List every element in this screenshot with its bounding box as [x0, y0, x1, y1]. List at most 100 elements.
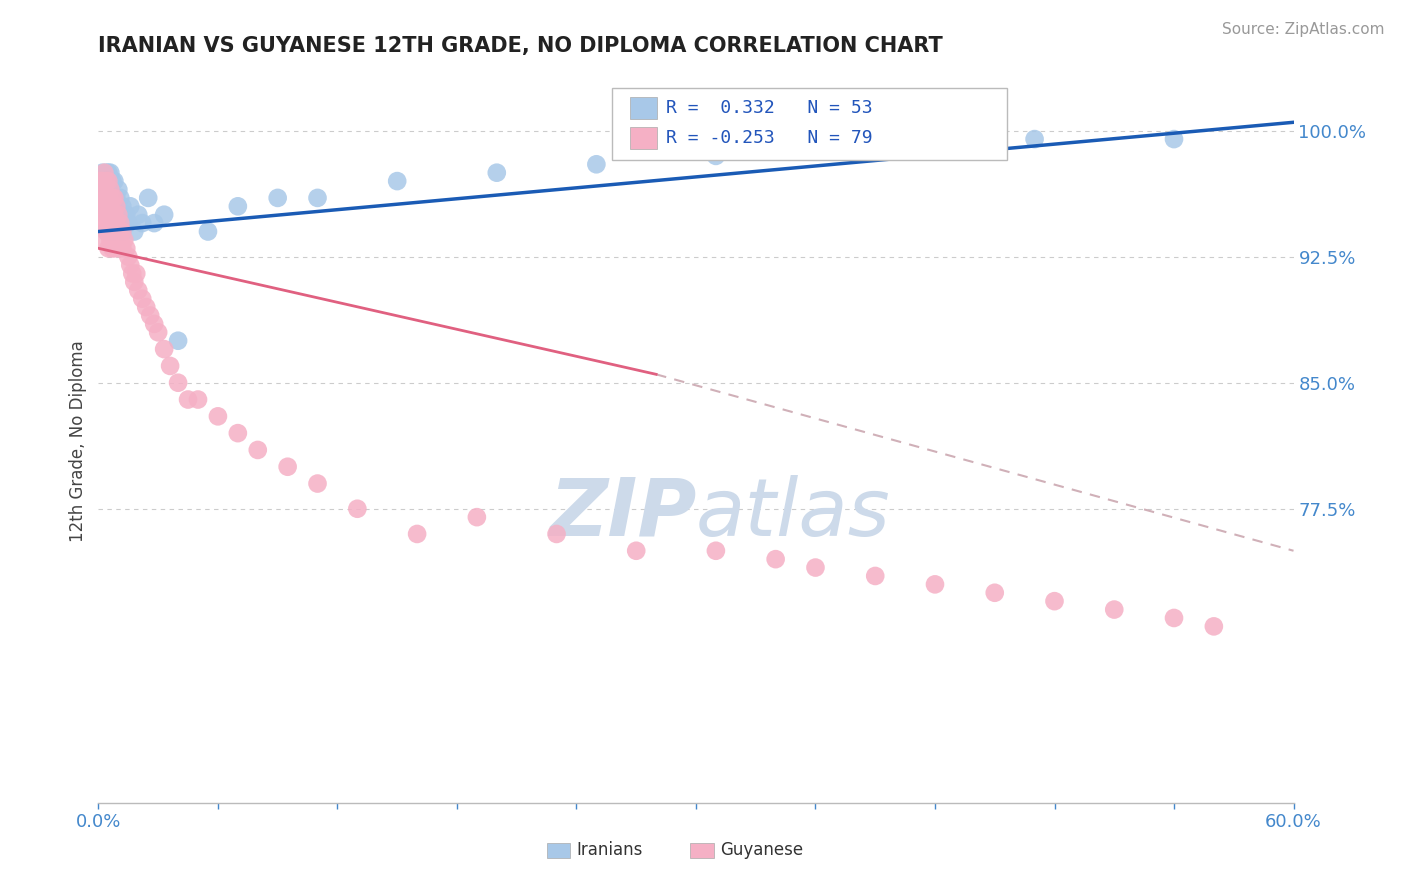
Point [101, 241, 124, 255]
Point [96, 191, 118, 205]
Point [125, 267, 148, 281]
Point [107, 225, 129, 239]
Point [105, 216, 128, 230]
Point [197, 225, 219, 239]
Point [89, 174, 111, 188]
Point [103, 208, 125, 222]
Point [207, 409, 229, 424]
Point [98, 216, 122, 230]
Point [115, 208, 138, 222]
Point [177, 392, 200, 407]
Point [120, 258, 142, 272]
Point [98, 166, 122, 180]
Point [97, 225, 120, 239]
Point [153, 208, 176, 222]
FancyBboxPatch shape [547, 843, 571, 858]
Point [153, 342, 176, 356]
Point [267, 191, 290, 205]
Point [91, 191, 114, 205]
Point [924, 577, 946, 591]
Point [101, 191, 124, 205]
Point [127, 208, 149, 222]
Point [804, 560, 827, 574]
Point [96, 225, 118, 239]
Point [121, 267, 143, 281]
FancyBboxPatch shape [630, 97, 657, 119]
Text: Guyanese: Guyanese [720, 841, 803, 859]
Point [277, 459, 299, 474]
Point [1202, 619, 1225, 633]
Point [97, 241, 120, 255]
Point [167, 334, 190, 348]
Point [97, 166, 120, 180]
Point [385, 174, 409, 188]
Point [704, 543, 727, 558]
Point [167, 376, 190, 390]
Point [1104, 602, 1126, 616]
Point [131, 292, 153, 306]
Point [93, 199, 115, 213]
Point [93, 216, 115, 230]
Point [98, 199, 122, 213]
Point [307, 191, 329, 205]
Point [97, 174, 120, 188]
Point [143, 317, 166, 331]
Point [97, 225, 120, 239]
Point [143, 216, 166, 230]
Point [93, 166, 115, 180]
Text: Iranians: Iranians [576, 841, 643, 859]
Y-axis label: 12th Grade, No Diploma: 12th Grade, No Diploma [69, 341, 87, 542]
Point [704, 149, 727, 163]
Point [105, 233, 128, 247]
Point [485, 166, 508, 180]
Point [107, 182, 129, 196]
Point [406, 527, 429, 541]
Point [93, 191, 115, 205]
Point [97, 182, 120, 196]
Point [120, 199, 142, 213]
Point [110, 191, 132, 205]
Point [97, 208, 120, 222]
Point [865, 569, 887, 583]
Point [139, 309, 162, 323]
Point [96, 208, 118, 222]
Point [105, 208, 128, 222]
FancyBboxPatch shape [630, 128, 657, 149]
Point [103, 241, 125, 255]
Point [101, 208, 124, 222]
Point [110, 233, 132, 247]
Point [127, 283, 149, 297]
Point [585, 157, 607, 171]
Point [117, 216, 139, 230]
Point [97, 208, 120, 222]
Point [98, 182, 122, 196]
Point [89, 199, 111, 213]
Point [101, 225, 124, 239]
Point [101, 191, 124, 205]
Point [115, 241, 138, 255]
Point [93, 174, 115, 188]
Point [226, 426, 249, 441]
Point [1163, 611, 1185, 625]
Point [96, 166, 118, 180]
Point [111, 199, 134, 213]
Point [107, 208, 129, 222]
Point [91, 174, 114, 188]
Point [159, 359, 181, 373]
Point [626, 543, 648, 558]
Point [346, 501, 368, 516]
Point [98, 233, 122, 247]
Text: R =  0.332   N = 53: R = 0.332 N = 53 [666, 99, 873, 117]
Point [1163, 132, 1185, 146]
Point [93, 199, 115, 213]
Point [105, 199, 128, 213]
Point [246, 442, 269, 457]
Point [103, 191, 125, 205]
Point [984, 586, 1007, 600]
Point [148, 326, 170, 340]
Point [107, 241, 129, 255]
Point [111, 225, 134, 239]
Point [136, 191, 159, 205]
Point [101, 208, 124, 222]
Point [110, 208, 132, 222]
